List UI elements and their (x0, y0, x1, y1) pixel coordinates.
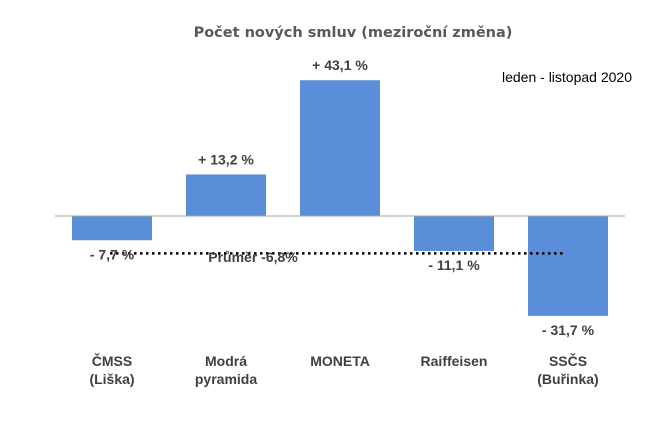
data-label-3: - 11,1 % (428, 257, 480, 273)
data-labels-group: - 7,7 % + 13,2 % + 43,1 % - 11,1 % - 31,7 % (90, 57, 595, 338)
average-label: Průměr -6,8% (208, 249, 298, 265)
data-label-2: + 43,1 % (312, 57, 368, 73)
bar-1 (186, 174, 266, 216)
bar-4 (528, 216, 608, 316)
category-label-4: SSČS (Buřinka) (537, 352, 598, 387)
bar-3 (414, 216, 494, 251)
chart-subtitle: leden - listopad 2020 (502, 69, 632, 85)
bars-group (72, 80, 608, 316)
category-label-2: MONETA (310, 353, 370, 369)
data-label-1: + 13,2 % (198, 151, 254, 167)
category-label-3: Raiffeisen (421, 353, 488, 369)
bar-2 (300, 80, 380, 216)
category-label-1: Modrá pyramida (195, 353, 257, 387)
bar-0 (72, 216, 152, 241)
category-label-0: ČMSS (Liška) (89, 352, 134, 387)
category-labels-group: ČMSS (Liška) Modrá pyramida MONETA Raiffeisen… (89, 352, 598, 387)
chart-title: Počet nových smluv (meziroční změna) (194, 25, 513, 41)
data-label-0: - 7,7 % (90, 246, 135, 262)
data-label-4: - 31,7 % (542, 322, 595, 338)
